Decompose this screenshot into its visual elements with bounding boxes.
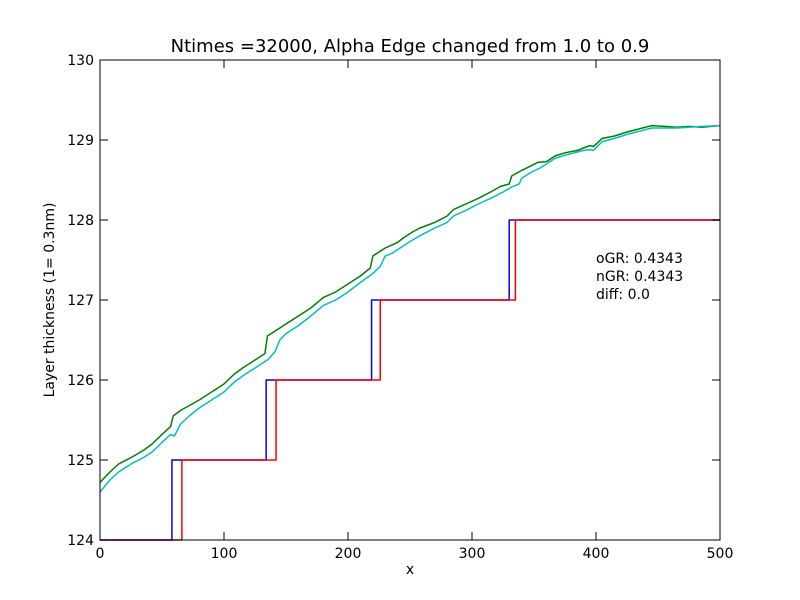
series-line-3 bbox=[100, 219, 720, 541]
y-axis-label: Layer thickness (1= 0.3nm) bbox=[42, 203, 58, 398]
y-tick-label: 126 bbox=[67, 373, 94, 389]
x-tick-label: 100 bbox=[211, 546, 238, 562]
y-tick-label: 130 bbox=[67, 53, 94, 69]
y-tick-label: 127 bbox=[67, 293, 94, 309]
annotation-ngr: nGR: 0.4343 bbox=[596, 269, 683, 285]
x-tick-label: 400 bbox=[583, 546, 610, 562]
y-tick-label: 124 bbox=[67, 533, 94, 549]
series-line-0 bbox=[99, 124, 721, 483]
x-tick-label: 300 bbox=[459, 546, 486, 562]
y-tick-label: 125 bbox=[67, 453, 94, 469]
x-axis-label: x bbox=[406, 562, 414, 578]
annotation-ogr: oGR: 0.4343 bbox=[596, 251, 683, 267]
chart-title: Ntimes =32000, Alpha Edge changed from 1… bbox=[171, 36, 650, 57]
ticks-layer: 0 100 200 300 400 500 124 125 126 127 128 129 130 bbox=[67, 53, 733, 562]
series-layer bbox=[99, 124, 721, 541]
y-tick-label: 129 bbox=[67, 133, 94, 149]
x-tick-label: 200 bbox=[335, 546, 362, 562]
x-tick-label: 500 bbox=[707, 546, 734, 562]
annotation-diff: diff: 0.0 bbox=[596, 287, 650, 303]
y-tick-label: 128 bbox=[67, 213, 94, 229]
x-tick-label: 0 bbox=[96, 546, 105, 562]
series-line-1 bbox=[99, 124, 721, 493]
